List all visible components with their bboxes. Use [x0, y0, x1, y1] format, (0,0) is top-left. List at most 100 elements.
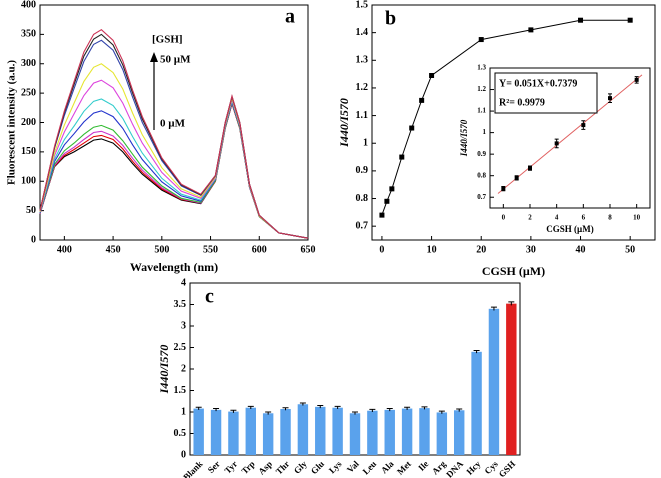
error-bar — [508, 301, 515, 306]
error-bar — [490, 306, 497, 311]
data-point — [528, 27, 534, 33]
inset-point — [514, 175, 519, 180]
x-axis-label: Wavelength (nm) — [130, 260, 218, 274]
x-tick-label: 500 — [154, 244, 169, 255]
x-tick-label: Glu — [309, 459, 326, 476]
x-tick-label: 650 — [301, 244, 316, 255]
error-bar — [456, 408, 463, 412]
x-tick-label: Asp — [256, 459, 274, 477]
error-bar — [195, 406, 202, 410]
y-tick-label: 0.7 — [356, 220, 369, 231]
y-axis-label: I440/I570 — [157, 345, 171, 395]
bar — [332, 407, 343, 455]
data-point — [379, 212, 385, 218]
bar — [228, 411, 239, 455]
x-tick-label: Ala — [379, 458, 396, 475]
x-tick-label: 600 — [252, 244, 267, 255]
x-tick-label: Met — [395, 459, 413, 477]
y-tick-label: 1.2 — [356, 82, 369, 93]
error-bar — [404, 406, 411, 410]
error-bar — [282, 407, 289, 411]
x-tick-label: 0 — [502, 214, 506, 222]
x-tick-label: Tyr — [222, 459, 239, 476]
bar — [471, 351, 482, 455]
inset-point — [634, 77, 639, 82]
bar — [280, 408, 291, 455]
x-tick-label: DNA — [444, 458, 465, 478]
y-tick-label: 0.8 — [356, 193, 369, 204]
plot-frame — [371, 4, 656, 241]
y-tick-label: 2 — [181, 363, 186, 374]
bar — [488, 308, 500, 455]
y-tick-label: 300 — [21, 58, 36, 69]
y-tick-label: 350 — [21, 29, 36, 40]
error-bar — [334, 405, 341, 409]
x-tick-label: 20 — [476, 244, 486, 255]
x-tick-label: 2 — [528, 214, 532, 222]
data-point — [409, 125, 415, 131]
x-tick-label: Ser — [206, 459, 222, 475]
y-tick-label: 50 — [26, 205, 36, 216]
y-axis-label: I440/I570 — [337, 98, 351, 148]
inset-point — [528, 166, 532, 171]
bar — [245, 407, 256, 455]
bar — [210, 409, 222, 455]
x-tick-label: 40 — [576, 244, 586, 255]
x-tick-label: 30 — [526, 244, 536, 255]
data-point — [429, 73, 435, 78]
y-tick-label: 0.8 — [477, 171, 486, 179]
x-tick-label: Trp — [239, 459, 256, 476]
y-tick-label: 1.2 — [477, 85, 486, 93]
y-tick-label: 1.3 — [356, 55, 369, 66]
inset-point — [501, 186, 506, 191]
bar — [349, 413, 361, 455]
x-tick-label: Val — [345, 458, 361, 474]
bar — [401, 408, 413, 455]
spectrum-line — [39, 29, 309, 239]
y-tick-label: 1.5 — [174, 385, 187, 396]
error-bar — [438, 410, 445, 414]
y-tick-label: 1.3 — [477, 64, 486, 72]
spectrum-line — [39, 39, 309, 239]
y-tick-label: 1 — [363, 138, 368, 149]
x-tick-label: Thr — [274, 459, 292, 477]
data-point — [384, 198, 390, 204]
error-bar — [369, 408, 376, 412]
fit-line — [497, 74, 643, 194]
bar — [506, 303, 517, 455]
y-tick-label: 1.4 — [356, 27, 369, 38]
y-tick-label: 2.5 — [174, 342, 187, 353]
data-point — [627, 17, 633, 23]
y-tick-label: 400 — [21, 0, 36, 10]
panel-label: c — [205, 286, 214, 308]
x-tick-label: 450 — [106, 244, 121, 255]
error-bar — [317, 405, 324, 409]
bar — [315, 406, 326, 455]
y-tick-label: 200 — [21, 117, 36, 128]
x-tick-label: 550 — [203, 244, 218, 255]
annotation: R²= 0.9979 — [499, 97, 545, 108]
bar — [384, 409, 395, 455]
data-point — [478, 37, 484, 43]
inset-y-label: I440/I570 — [459, 119, 469, 157]
error-bar — [352, 411, 358, 415]
y-tick-label: 0 — [31, 234, 36, 245]
error-bar — [247, 405, 254, 409]
x-tick-label: GSH — [497, 459, 518, 478]
error-bar — [213, 408, 220, 412]
error-bar — [265, 411, 272, 415]
x-tick-label: 0 — [379, 244, 384, 255]
annotation: 50 µM — [160, 54, 191, 66]
inset-point — [581, 123, 586, 128]
x-tick-label: Ile — [416, 459, 430, 473]
x-tick-label: 4 — [555, 214, 559, 222]
annotation: 0 µM — [160, 118, 186, 130]
y-tick-label: 150 — [21, 146, 36, 157]
x-tick-label: Hcy — [464, 458, 482, 476]
bar — [454, 410, 465, 455]
spectrum-line — [39, 79, 309, 239]
x-tick-label: Gly — [292, 458, 309, 475]
bar — [297, 404, 309, 455]
inset-x-label: CGSH (µM) — [546, 224, 593, 234]
arrow-head — [150, 52, 158, 62]
